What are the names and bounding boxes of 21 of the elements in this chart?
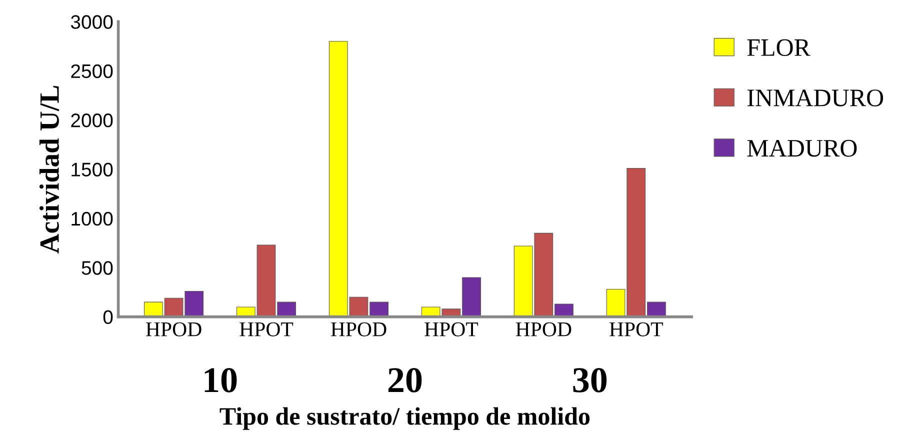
y-tick-label: 0: [103, 310, 113, 324]
x-tick-label: HPOD: [516, 322, 572, 336]
x-axis-title: Tipo de sustrato/ tiempo de molido: [220, 407, 590, 430]
x-tick-label: HPOD: [330, 322, 386, 336]
y-axis-title: Actividad U/L: [39, 86, 59, 254]
x-tick-label: HPOT: [240, 322, 294, 336]
y-tick-label: 2500: [71, 64, 113, 78]
text: 20: [388, 368, 422, 392]
legend-label: MADURO: [747, 140, 857, 157]
y-tick-label: 500: [82, 261, 113, 275]
x-tick-label: HPOT: [424, 322, 478, 336]
text: 10: [204, 368, 237, 392]
y-tick-label: 1500: [72, 162, 113, 176]
x-tick-label: HPOD: [146, 322, 202, 336]
text: 30: [573, 368, 607, 392]
y-tick-label: 2000: [71, 114, 113, 128]
y-tick-label: 3000: [70, 15, 113, 29]
y-tick-label: 1000: [72, 212, 113, 226]
legend-label: FLOR: [747, 39, 810, 56]
x-tick-label: HPOT: [610, 322, 663, 336]
legend-label: INMADURO: [748, 90, 884, 106]
